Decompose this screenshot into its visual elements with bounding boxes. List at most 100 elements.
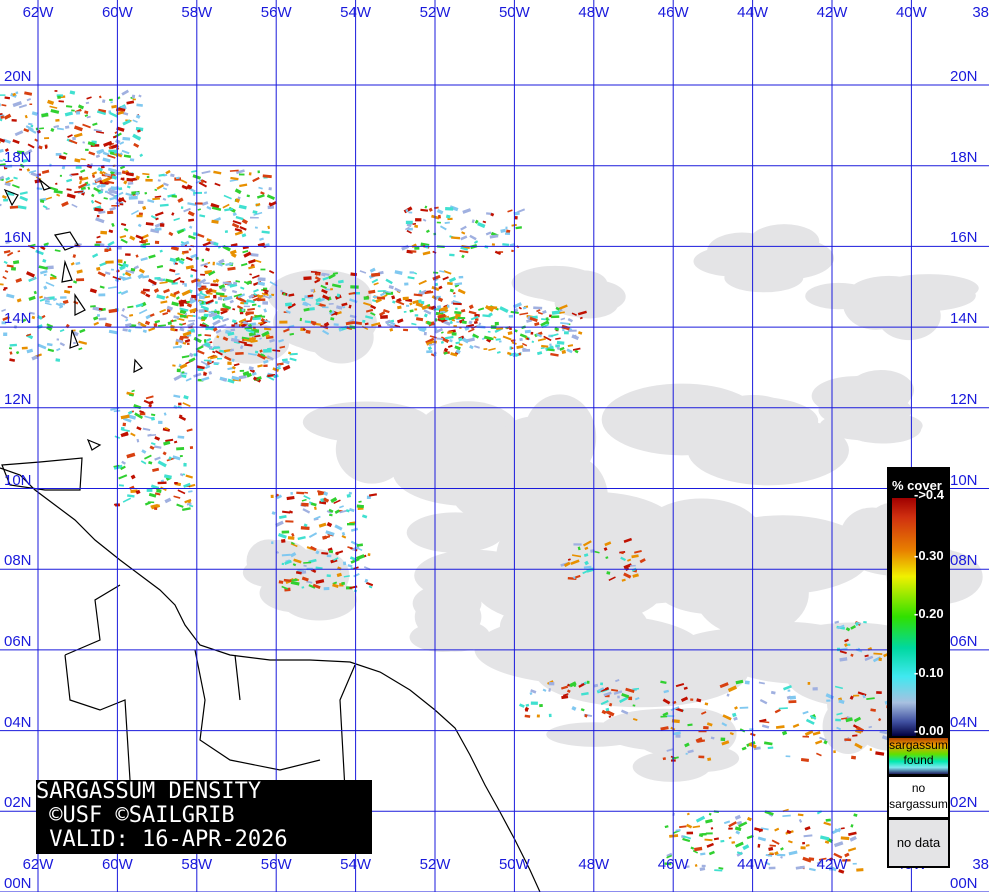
sargassum-patch	[154, 188, 158, 192]
sargassum-patch	[805, 718, 815, 725]
sargassum-patch	[259, 237, 264, 241]
longitude-label: 62W	[22, 4, 54, 21]
sargassum-patch	[175, 256, 181, 262]
sargassum-patch	[172, 364, 176, 367]
sargassum-patch	[879, 730, 888, 735]
sargassum-patch	[106, 246, 110, 250]
sargassum-patch	[222, 303, 226, 307]
sargassum-patch	[326, 554, 332, 558]
sargassum-patch	[561, 349, 567, 354]
sargassum-patch	[198, 308, 205, 313]
sargassum-patch	[662, 698, 671, 705]
longitude-label: 52W	[419, 856, 451, 873]
sargassum-patch	[262, 289, 269, 293]
sargassum-patch	[315, 272, 320, 276]
sargassum-patch	[823, 821, 832, 826]
sargassum-patch	[59, 174, 62, 177]
sargassum-patch	[253, 259, 262, 263]
sargassum-patch	[812, 731, 821, 736]
sargassum-patch	[361, 514, 368, 519]
sargassum-patch	[34, 179, 41, 184]
sargassum-patch	[258, 186, 263, 190]
sargassum-patch	[498, 340, 502, 343]
sargassum-patch	[322, 276, 329, 281]
sargassum-patch	[302, 508, 311, 514]
no-data-area	[281, 578, 357, 621]
sargassum-patch	[415, 302, 424, 308]
sargassum-patch	[285, 520, 294, 523]
sargassum-patch	[171, 212, 175, 216]
sargassum-patch	[474, 313, 480, 318]
sargassum-patch	[176, 368, 181, 373]
longitude-label: 48W	[578, 4, 610, 21]
sargassum-patch	[149, 434, 157, 437]
sargassum-patch	[142, 275, 150, 279]
sargassum-patch	[757, 843, 761, 848]
sargassum-patch	[494, 321, 499, 326]
sargassum-patch	[118, 484, 124, 487]
sargassum-patch	[409, 271, 415, 274]
sargassum-patch	[314, 276, 321, 281]
sargassum-patch	[107, 154, 116, 159]
sargassum-patch	[323, 587, 330, 591]
sargassum-patch	[474, 219, 479, 224]
sargassum-patch	[536, 714, 540, 718]
sargassum-patch	[174, 481, 178, 485]
sargassum-patch	[605, 556, 609, 559]
sargassum-patch	[230, 337, 240, 343]
sargassum-patch	[362, 319, 366, 323]
sargassum-patch	[176, 317, 185, 322]
sargassum-patch	[251, 371, 257, 376]
sargassum-patch	[434, 282, 439, 287]
sargassum-patch	[621, 693, 630, 699]
sargassum-patch	[452, 299, 462, 304]
sargassum-patch	[769, 844, 776, 847]
sargassum-patch	[145, 178, 153, 182]
sargassum-patch	[837, 624, 845, 630]
sargassum-patch	[544, 321, 550, 325]
sargassum-patch	[224, 207, 234, 212]
sargassum-patch	[179, 335, 189, 339]
sargassum-patch	[241, 336, 251, 341]
sargassum-patch	[628, 696, 633, 701]
sargassum-patch	[819, 736, 827, 742]
sargassum-patches	[0, 89, 914, 874]
sargassum-patch	[56, 193, 61, 197]
sargassum-patch	[746, 816, 752, 822]
valid-date-line: VALID: 16-APR-2026	[36, 827, 288, 852]
sargassum-patch	[212, 319, 221, 326]
sargassum-patch	[187, 210, 195, 217]
sargassum-patch	[239, 183, 248, 188]
sargassum-patch	[234, 188, 242, 195]
sargassum-patch	[611, 688, 619, 692]
sargassum-patch	[113, 464, 123, 470]
sargassum-patch	[451, 332, 457, 336]
sargassum-patch	[203, 372, 207, 376]
sargassum-patch	[487, 330, 491, 333]
sargassum-patch	[411, 322, 417, 326]
sargassum-patch	[805, 844, 810, 847]
sargassum-patch	[248, 172, 252, 176]
sargassum-patch	[56, 338, 60, 341]
sargassum-patch	[40, 199, 45, 203]
sargassum-patch	[248, 331, 256, 337]
sargassum-patch	[285, 310, 291, 314]
sargassum-patch	[283, 328, 290, 333]
sargassum-patch	[58, 155, 67, 160]
sargassum-patch	[154, 227, 162, 231]
sargassum-patch	[96, 214, 100, 218]
sargassum-patch	[754, 827, 764, 832]
sargassum-patch	[213, 294, 217, 299]
sargassum-patch	[148, 254, 156, 259]
sargassum-patch	[800, 758, 810, 762]
sargassum-patch	[698, 755, 705, 759]
latitude-label: 04N	[950, 713, 978, 731]
sargassum-patch	[560, 317, 566, 321]
sargassum-patch	[93, 187, 100, 192]
sargassum-patch	[168, 231, 174, 237]
sargassum-patch	[254, 334, 261, 338]
sargassum-patch	[763, 741, 773, 746]
sargassum-patch	[150, 215, 157, 220]
sargassum-patch	[315, 550, 320, 555]
sargassum-patch	[407, 276, 415, 280]
